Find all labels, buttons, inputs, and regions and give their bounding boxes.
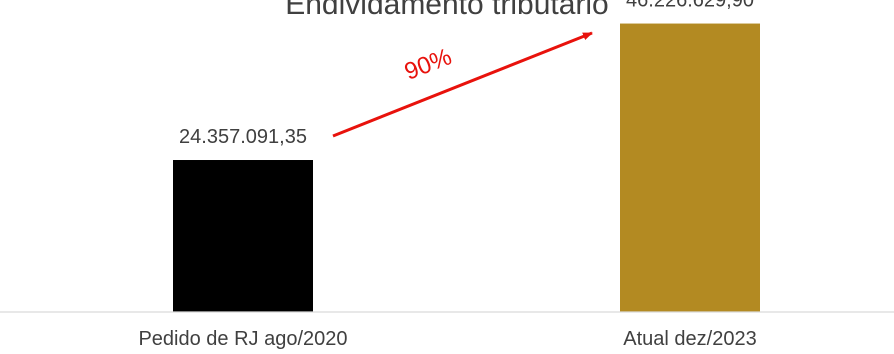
growth-arrow bbox=[332, 31, 593, 138]
data-label-2: 46.226.629,90 bbox=[626, 0, 754, 12]
bar-2 bbox=[620, 23, 760, 312]
data-labels-layer: 24.357.091,35 46.226.629,90 bbox=[179, 0, 754, 148]
category-labels-layer: Pedido de RJ ago/2020 Atual dez/2023 bbox=[138, 328, 756, 350]
bar-1 bbox=[173, 160, 313, 312]
growth-percentage-annotation: 90% bbox=[401, 43, 456, 85]
chart-title: Endividamento tributário bbox=[285, 0, 609, 21]
category-label-1: Pedido de RJ ago/2020 bbox=[138, 328, 347, 350]
category-label-2: Atual dez/2023 bbox=[623, 328, 756, 350]
bars-layer bbox=[173, 23, 760, 312]
data-label-1: 24.357.091,35 bbox=[179, 126, 307, 148]
